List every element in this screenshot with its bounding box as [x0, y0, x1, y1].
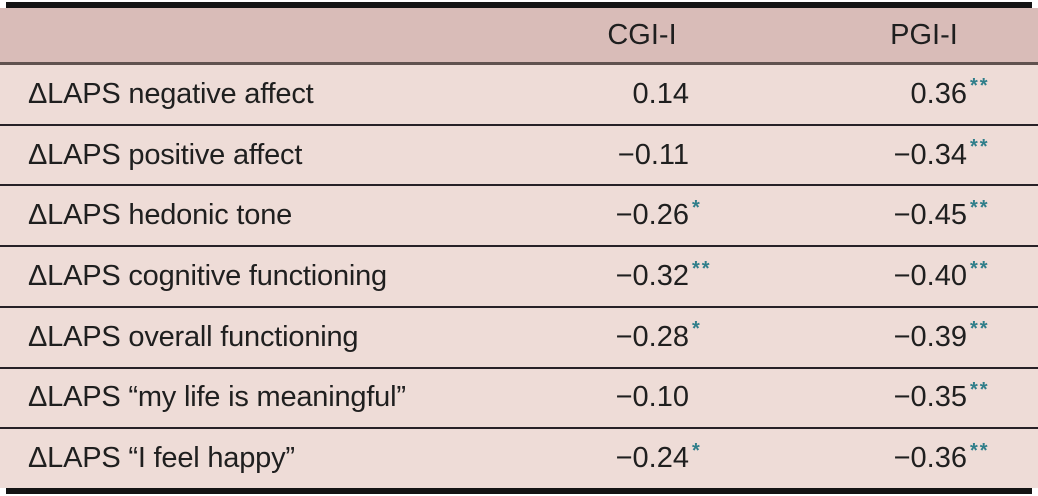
cgi-value: −0.32: [615, 260, 689, 293]
table-row: ΔLAPS “my life is meaningful” −0.10 −0.3…: [0, 366, 1038, 428]
pgi-significance: **: [970, 75, 990, 98]
pgi-value: 0.36: [910, 77, 967, 110]
cgi-value-cell: −0.28 *: [520, 319, 764, 353]
cgi-value: −0.24: [615, 442, 689, 475]
pgi-value: −0.45: [893, 199, 967, 232]
table-bottom-rule: [6, 488, 1032, 494]
cgi-significance: *: [692, 439, 702, 462]
pgi-value: −0.36: [893, 442, 967, 475]
pgi-significance: **: [970, 439, 990, 462]
pgi-significance: **: [970, 257, 990, 280]
row-label: ΔLAPS “I feel happy”: [28, 442, 295, 475]
row-label: ΔLAPS negative affect: [28, 77, 314, 110]
pgi-significance: **: [970, 318, 990, 341]
cgi-value: −0.11: [617, 138, 689, 171]
cgi-significance: **: [692, 257, 712, 280]
column-header-cgi: CGI-I: [607, 18, 677, 51]
cgi-significance: *: [692, 318, 702, 341]
pgi-value-cell: 0.36 **: [764, 76, 1038, 110]
row-label: ΔLAPS “my life is meaningful”: [28, 381, 406, 414]
table-row: ΔLAPS positive affect −0.11 −0.34 **: [0, 123, 1038, 185]
row-label: ΔLAPS overall functioning: [28, 320, 359, 353]
pgi-value-cell: −0.40 **: [764, 257, 1038, 293]
table-row: ΔLAPS cognitive functioning −0.32 ** −0.4…: [0, 245, 1038, 306]
row-label: ΔLAPS positive affect: [28, 138, 303, 171]
table-body: ΔLAPS negative affect 0.14 0.36 ** ΔLAPS …: [0, 65, 1038, 489]
pgi-value-cell: −0.35 **: [764, 378, 1038, 414]
cgi-value-cell: −0.11: [520, 138, 764, 171]
cgi-value-cell: 0.14: [520, 77, 764, 110]
cgi-value: 0.14: [632, 77, 689, 110]
column-header-pgi: PGI-I: [890, 18, 958, 51]
table-header-row: CGI-I PGI-I: [0, 8, 1038, 65]
pgi-value: −0.34: [893, 138, 967, 171]
cgi-significance: *: [692, 196, 702, 219]
cgi-value-cell: −0.32 **: [520, 257, 764, 293]
pgi-value-cell: −0.45 **: [764, 196, 1038, 232]
table-row: ΔLAPS negative affect 0.14 0.36 **: [0, 65, 1038, 124]
cgi-value: −0.28: [615, 320, 689, 353]
pgi-value: −0.40: [893, 260, 967, 293]
cgi-value-cell: −0.26 *: [520, 196, 764, 232]
table-top-rule: [6, 2, 1032, 8]
cgi-value: −0.10: [615, 381, 689, 414]
table-row: ΔLAPS overall functioning −0.28 * −0.39 **: [0, 305, 1038, 367]
row-label: ΔLAPS hedonic tone: [28, 199, 293, 232]
cgi-value-cell: −0.24 *: [520, 439, 764, 475]
row-label: ΔLAPS cognitive functioning: [28, 260, 387, 293]
pgi-significance: **: [970, 378, 990, 401]
pgi-value: −0.39: [893, 320, 967, 353]
cgi-value-cell: −0.10: [520, 383, 764, 412]
pgi-value: −0.35: [893, 381, 967, 414]
table-row: ΔLAPS “I feel happy” −0.24 * −0.36 **: [0, 427, 1038, 489]
cgi-value: −0.26: [615, 199, 689, 232]
pgi-value-cell: −0.39 **: [764, 319, 1038, 353]
pgi-significance: **: [970, 136, 990, 159]
pgi-significance: **: [970, 196, 990, 219]
pgi-value-cell: −0.36 **: [764, 439, 1038, 475]
pgi-value-cell: −0.34 **: [764, 137, 1038, 171]
table-row: ΔLAPS hedonic tone −0.26 * −0.45 **: [0, 184, 1038, 246]
